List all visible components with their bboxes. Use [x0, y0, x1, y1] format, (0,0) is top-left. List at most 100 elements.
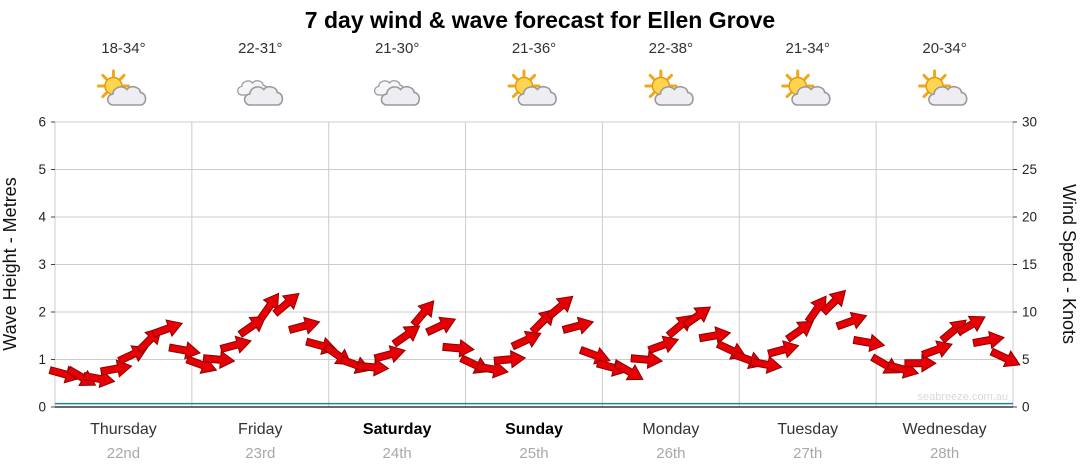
wind-arrow	[682, 306, 712, 329]
right-tick-label: 10	[1022, 305, 1037, 320]
day-name: Tuesday	[777, 421, 838, 438]
left-tick-label: 0	[38, 400, 46, 415]
wind-arrow	[425, 316, 457, 337]
wind-arrow	[785, 320, 814, 343]
sun-ray	[511, 73, 519, 81]
wind-arrow	[630, 350, 664, 370]
day-labels: Thursday 22nd Friday 23rd Saturday 24th Sunday…	[90, 421, 987, 462]
sun-ray	[922, 91, 930, 99]
day-name: Monday	[642, 421, 699, 438]
wind-arrow	[410, 300, 435, 328]
temperature-label: 21-30°	[375, 40, 419, 57]
temperature-label: 21-34°	[786, 40, 830, 57]
left-tick-label: 6	[38, 115, 46, 130]
wind-arrow	[288, 316, 321, 335]
sun-ray	[648, 91, 656, 99]
day-date: 27th	[793, 445, 822, 462]
wind-arrow	[168, 341, 201, 360]
wind-arrow	[767, 340, 800, 359]
cloud-shape	[380, 85, 421, 106]
left-tick-label: 1	[38, 352, 46, 367]
cloud-shape	[517, 85, 557, 106]
wind-arrow	[391, 325, 421, 348]
sun-ray	[118, 73, 126, 81]
right-tick-label: 5	[1022, 352, 1030, 367]
left-tick-label: 4	[38, 210, 46, 225]
right-tick-label: 20	[1022, 210, 1037, 225]
wind-arrow	[921, 340, 953, 359]
wind-arrow	[219, 335, 252, 354]
right-tick-label: 30	[1022, 115, 1037, 130]
sun-ray	[940, 73, 947, 81]
wind-arrow	[373, 345, 406, 364]
right-tick-label: 15	[1022, 257, 1037, 272]
temperature-label: 22-31°	[238, 40, 282, 57]
temperature-label: 18-34°	[101, 40, 145, 57]
left-axis-label: Wave Height - Metres	[0, 177, 20, 350]
wind-arrow	[972, 330, 1005, 350]
day-name: Saturday	[363, 421, 432, 438]
right-tick-label: 25	[1022, 162, 1037, 177]
sun-cloud-icon	[918, 69, 968, 106]
day-date: 23rd	[245, 445, 275, 462]
sun-ray	[785, 73, 793, 81]
sun-ray	[803, 73, 810, 81]
day-date: 25th	[519, 445, 548, 462]
weather-icons	[96, 69, 968, 106]
right-tick-label: 0	[1022, 400, 1030, 415]
axis-tick-labels: 0 1 2 3 4 5 6 0 5 10 15 20 25 30	[38, 115, 1037, 415]
wind-arrow	[151, 319, 184, 338]
cloud-shape	[791, 85, 831, 106]
wind-arrow	[749, 355, 783, 374]
temperature-label: 21-36°	[512, 40, 556, 57]
wind-arrow	[989, 347, 1021, 368]
wind-arrow	[442, 338, 475, 358]
sun-ray	[529, 73, 537, 81]
clouds-icon	[237, 80, 284, 106]
cloud-shape	[243, 85, 284, 106]
temperature-label: 22-38°	[649, 40, 693, 57]
sun-ray	[101, 91, 108, 99]
cloud-shape	[106, 85, 147, 106]
day-name: Sunday	[505, 421, 563, 438]
cloud-shape	[928, 85, 968, 106]
wind-arrow	[510, 330, 542, 351]
wind-arrow	[904, 353, 937, 373]
temperature-label: 20-34°	[922, 40, 966, 57]
sun-cloud-icon	[96, 69, 147, 106]
temperature-labels: 18-34° 22-31° 21-30° 21-36° 22-38° 21-34° 20-3…	[101, 40, 967, 57]
cloud-shape	[654, 85, 694, 106]
watermark: seabreeze.com.au	[918, 391, 1009, 403]
day-name: Thursday	[90, 421, 157, 438]
right-axis-label: Wind Speed - Knots	[1059, 184, 1079, 344]
wind-arrow	[665, 314, 694, 339]
sun-ray	[648, 73, 656, 81]
sun-ray	[922, 73, 930, 81]
day-date: 26th	[656, 445, 685, 462]
wind-arrow	[561, 316, 595, 335]
wind-arrow	[647, 335, 680, 355]
wind-arrow	[804, 295, 827, 325]
wind-arrows	[48, 289, 1021, 389]
wind-arrow	[613, 360, 644, 381]
clouds-icon	[373, 80, 421, 106]
wind-arrow	[820, 289, 847, 316]
sun-cloud-icon	[781, 69, 831, 106]
sun-ray	[785, 91, 793, 99]
day-date: 22nd	[107, 445, 140, 462]
wind-arrow	[698, 326, 732, 345]
wind-arrow	[546, 295, 574, 320]
day-date: 24th	[383, 445, 412, 462]
wind-arrow	[237, 315, 267, 338]
page-title: 7 day wind & wave forecast for Ellen Gro…	[304, 7, 776, 33]
wind-arrow	[493, 349, 527, 369]
left-tick-label: 3	[38, 257, 46, 272]
day-name: Wednesday	[902, 421, 986, 438]
day-date: 28th	[930, 445, 959, 462]
sun-cloud-icon	[644, 69, 694, 106]
wind-arrow	[202, 350, 236, 370]
wind-arrow	[955, 315, 986, 337]
wind-arrow	[99, 359, 133, 378]
